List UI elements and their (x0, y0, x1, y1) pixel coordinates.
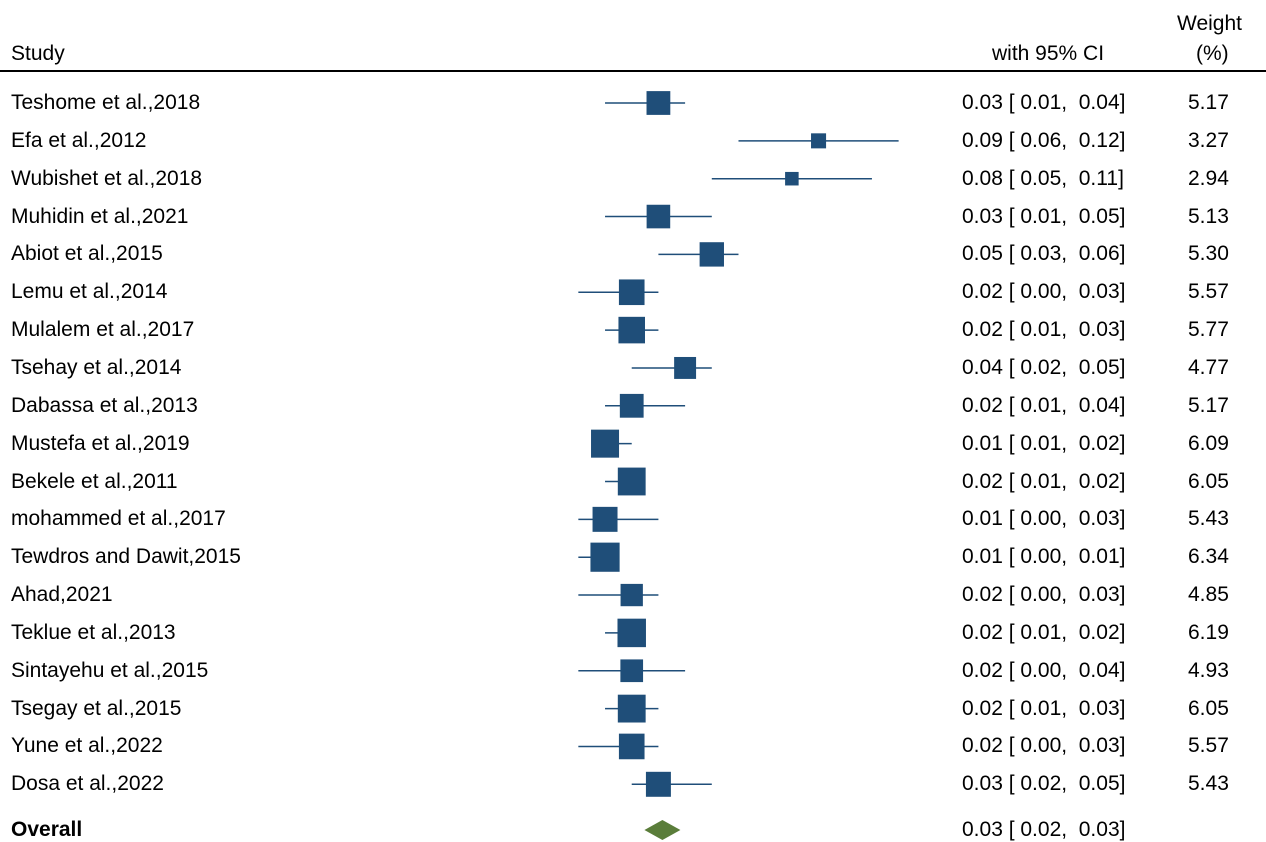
study-name: Ahad,2021 (11, 583, 113, 607)
study-weight: 4.93 (1188, 658, 1229, 682)
study-estimate-ci: 0.02 [ 0.01, 0.03] (962, 318, 1126, 342)
study-name: mohammed et al.,2017 (11, 507, 226, 531)
study-name: Dosa et al.,2022 (11, 772, 164, 796)
study-point-box (645, 771, 671, 797)
study-weight: 5.30 (1188, 242, 1229, 266)
study-weight: 6.19 (1188, 620, 1229, 644)
ci-column-header: with 95% CI (992, 42, 1105, 65)
study-weight: 5.13 (1188, 204, 1229, 228)
study-name: Yune et al.,2022 (11, 734, 163, 758)
study-point-box (617, 467, 646, 496)
study-point-box (619, 393, 644, 418)
study-name: Mulalem et al.,2017 (11, 318, 195, 342)
study-point-box (618, 279, 645, 306)
study-estimate-ci: 0.09 [ 0.06, 0.12] (962, 128, 1126, 152)
study-estimate-ci: 0.08 [ 0.05, 0.11] (962, 166, 1124, 190)
study-column-header: Study (11, 42, 65, 65)
study-point-box (674, 356, 697, 379)
header-rule (0, 70, 1266, 72)
weight-column-header-line1: Weight (1177, 12, 1242, 35)
study-name: Abiot et al.,2015 (11, 242, 163, 266)
study-estimate-ci: 0.02 [ 0.00, 0.04] (962, 658, 1126, 682)
study-weight: 5.43 (1188, 507, 1229, 531)
study-name: Mustefa et al.,2019 (11, 431, 190, 455)
study-weight: 5.17 (1188, 393, 1229, 417)
study-name: Tsegay et al.,2015 (11, 696, 182, 720)
study-point-box (592, 506, 618, 532)
study-point-box (617, 694, 646, 723)
study-estimate-ci: 0.05 [ 0.03, 0.06] (962, 242, 1126, 266)
study-weight: 3.27 (1188, 128, 1229, 152)
study-weight: 6.05 (1188, 696, 1229, 720)
study-weight: 4.77 (1188, 355, 1229, 379)
study-point-box (618, 316, 645, 344)
study-point-box (618, 733, 645, 760)
study-name: Teklue et al.,2013 (11, 620, 176, 644)
study-estimate-ci: 0.01 [ 0.01, 0.02] (962, 431, 1126, 455)
study-estimate-ci: 0.02 [ 0.01, 0.03] (962, 696, 1126, 720)
study-weight: 6.09 (1188, 431, 1229, 455)
study-name: Bekele et al.,2011 (11, 469, 178, 493)
study-name: Muhidin et al.,2021 (11, 204, 189, 228)
study-point-box (646, 204, 671, 229)
study-name: Dabassa et al.,2013 (11, 393, 198, 417)
study-point-box (620, 583, 643, 607)
study-weight: 5.57 (1188, 734, 1229, 758)
study-estimate-ci: 0.01 [ 0.00, 0.01] (962, 545, 1126, 569)
overall-estimate-ci: 0.03 [ 0.02, 0.03] (962, 818, 1126, 841)
study-estimate-ci: 0.02 [ 0.00, 0.03] (962, 280, 1126, 304)
study-estimate-ci: 0.03 [ 0.01, 0.04] (962, 91, 1126, 114)
study-point-box (811, 133, 827, 149)
study-weight: 2.94 (1188, 166, 1229, 190)
study-point-box (590, 542, 620, 572)
study-weight: 5.17 (1188, 91, 1229, 114)
overall-label: Overall (11, 818, 83, 841)
study-name: Sintayehu et al.,2015 (11, 658, 209, 682)
study-name: Tewdros and Dawit,2015 (11, 545, 241, 569)
study-weight: 6.05 (1188, 469, 1229, 493)
study-name: Efa et al.,2012 (11, 128, 147, 152)
study-name: Teshome et al.,2018 (11, 91, 201, 114)
study-estimate-ci: 0.02 [ 0.00, 0.03] (962, 583, 1126, 607)
weight-column-header-line2: (%) (1196, 42, 1229, 65)
study-weight: 5.57 (1188, 280, 1229, 304)
study-estimate-ci: 0.02 [ 0.01, 0.02] (962, 620, 1126, 644)
study-name: Lemu et al.,2014 (11, 280, 168, 304)
study-point-box (617, 618, 646, 648)
study-estimate-ci: 0.03 [ 0.02, 0.05] (962, 772, 1126, 796)
study-name: Tsehay et al.,2014 (11, 355, 182, 379)
study-weight: 6.34 (1188, 545, 1229, 569)
study-estimate-ci: 0.01 [ 0.00, 0.03] (962, 507, 1126, 531)
study-weight: 5.77 (1188, 318, 1229, 342)
study-point-box (785, 171, 799, 186)
study-weight: 4.85 (1188, 583, 1229, 607)
overall-diamond (644, 820, 681, 840)
study-point-box (620, 659, 644, 683)
study-point-box (591, 429, 620, 458)
study-point-box (646, 91, 671, 115)
study-estimate-ci: 0.02 [ 0.00, 0.03] (962, 734, 1126, 758)
study-estimate-ci: 0.02 [ 0.01, 0.02] (962, 469, 1126, 493)
study-weight: 5.43 (1188, 772, 1229, 796)
study-point-box (699, 242, 724, 267)
study-estimate-ci: 0.02 [ 0.01, 0.04] (962, 393, 1126, 417)
study-estimate-ci: 0.03 [ 0.01, 0.05] (962, 204, 1126, 228)
study-name: Wubishet et al.,2018 (11, 166, 203, 190)
study-estimate-ci: 0.04 [ 0.02, 0.05] (962, 355, 1126, 379)
